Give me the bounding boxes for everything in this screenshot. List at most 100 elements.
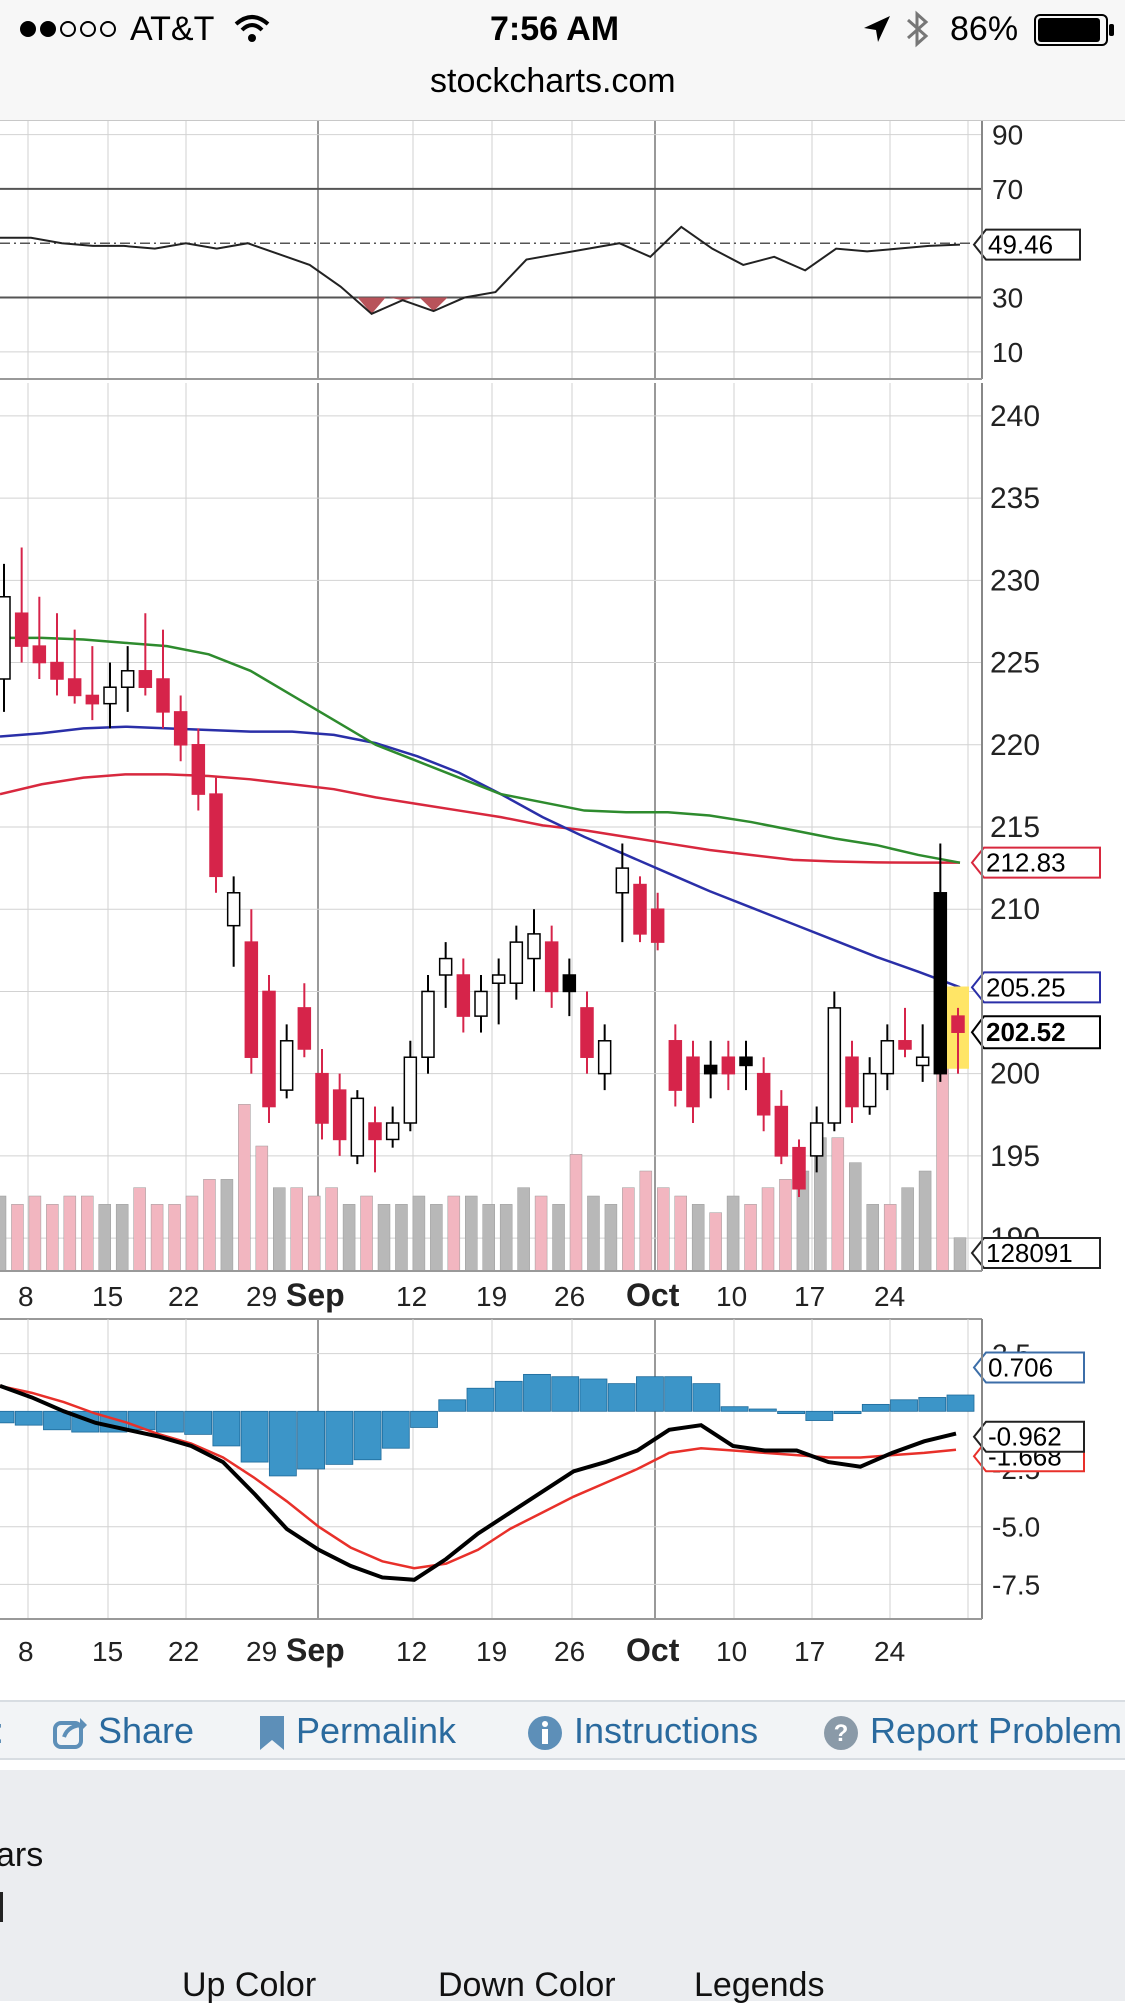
volume-bar-50 <box>866 1204 879 1272</box>
candle-body-27 <box>474 990 488 1017</box>
rsi-oversold-fill-12 <box>357 297 386 314</box>
toolbar-partial-item: : <box>0 1710 4 1752</box>
candle-body-23 <box>403 1056 418 1124</box>
wifi-icon <box>234 15 270 42</box>
price-tick-label: 220 <box>990 729 1040 762</box>
rsi-tick-label: 90 <box>992 121 1023 151</box>
candle-body-1 <box>14 612 29 647</box>
candle-body-18 <box>315 1072 329 1124</box>
candle-body-16 <box>279 1040 294 1091</box>
macd-histogram-bar-26 <box>720 1406 749 1412</box>
stock-chart[interactable]: 90 70 30 10 49.46 240 235 230 225 220 215 210 200 19… <box>0 121 1125 1700</box>
candle-body-46 <box>809 1122 824 1157</box>
macd-tick-label: -7.5 <box>992 1569 1040 1600</box>
macd-histogram-label-box <box>972 1351 1085 1384</box>
macd-histogram-bar-7 <box>184 1410 213 1435</box>
price-tick-label: 235 <box>990 482 1040 515</box>
volume-bar-41 <box>709 1212 722 1272</box>
date-tick-label: 10 <box>716 1636 747 1667</box>
share-label: Share <box>98 1710 195 1751</box>
macd-histogram-bar-24 <box>664 1376 693 1412</box>
candle-body-51 <box>898 1040 912 1050</box>
candle-body-11 <box>191 744 206 795</box>
permalink-button[interactable]: Permalink <box>258 1710 456 1752</box>
candle-body-41 <box>721 1056 736 1075</box>
macd-histogram-bar-8 <box>212 1410 241 1447</box>
price-tick-label: 210 <box>990 893 1040 926</box>
candle-body-12 <box>209 793 223 878</box>
candle-body-22 <box>385 1122 400 1141</box>
volume-bar-19 <box>325 1187 338 1272</box>
candle-body-10 <box>173 711 188 746</box>
price-tick-label: 225 <box>990 647 1040 680</box>
volume-bar-43 <box>744 1204 757 1272</box>
location-arrow-icon <box>864 16 890 42</box>
volume-bar-1 <box>11 1204 24 1272</box>
volume-bar-4 <box>63 1195 77 1272</box>
rsi-bg <box>0 121 982 379</box>
date-tick-label: 12 <box>396 1281 427 1312</box>
volume-bar-40 <box>691 1204 705 1272</box>
volume-bar-38 <box>657 1187 670 1272</box>
candle-body-44 <box>774 1105 789 1157</box>
macd-histogram-bar-2 <box>43 1410 71 1431</box>
report-problem-label: Report Problem <box>870 1710 1123 1751</box>
date-tick-label: 29 <box>246 1636 277 1667</box>
battery-percent: 86% <box>950 10 1019 48</box>
macd-value-label: -0.962 <box>988 1422 1062 1452</box>
volume-bar-31 <box>534 1195 548 1272</box>
volume-bar-24 <box>412 1195 426 1272</box>
volume-bar-27 <box>465 1195 478 1272</box>
report-problem-button[interactable]: ? Report Problem <box>822 1710 1122 1752</box>
volume-bar-13 <box>220 1179 234 1272</box>
settings-partial-label: ars <box>0 1836 44 1874</box>
chart-toolbar: : Share Permalink Instructions ? Report … <box>0 1700 1125 1760</box>
candle-body-54 <box>951 1015 965 1033</box>
volume-bar-51 <box>883 1204 897 1272</box>
volume-bar-3 <box>46 1204 59 1272</box>
moving-average-green <box>0 636 961 864</box>
permalink-label: Permalink <box>296 1710 457 1751</box>
volume-bar-35 <box>604 1204 618 1272</box>
volume-bar-0 <box>0 1195 7 1272</box>
instructions-button[interactable]: Instructions <box>526 1710 758 1752</box>
rsi-value-label: 49.46 <box>988 230 1053 260</box>
macd-histogram-bar-18 <box>494 1380 523 1412</box>
candle-body-38 <box>668 1040 683 1091</box>
candle-body-36 <box>633 883 647 935</box>
macd-histogram-bar-23 <box>636 1376 664 1412</box>
volume-bar-16 <box>273 1187 286 1272</box>
candle-body-24 <box>421 990 435 1058</box>
date-tick-label: 8 <box>18 1281 34 1312</box>
candle-body-30 <box>527 933 541 960</box>
rsi-tick-label: 30 <box>992 283 1023 314</box>
panel-divider <box>0 1892 3 1922</box>
macd-histogram-bar-1 <box>14 1410 43 1426</box>
volume-bar-2 <box>28 1195 42 1272</box>
candle-body-21 <box>368 1122 382 1141</box>
candle-body-0 <box>0 596 11 680</box>
volume-bar-28 <box>482 1204 495 1272</box>
volume-bar-37 <box>639 1170 653 1272</box>
rsi-line <box>0 225 961 315</box>
page-url[interactable]: stockcharts.com <box>430 62 676 100</box>
date-tick-label: 10 <box>716 1281 747 1312</box>
volume-bar-48 <box>831 1137 845 1272</box>
date-axis-bottom: 8 15 22 29 Sep 12 19 26 Oct 10 17 24 <box>18 1632 905 1668</box>
macd-histogram-bar-6 <box>156 1410 184 1433</box>
moving-average-red <box>0 773 960 864</box>
candle-body-5 <box>85 694 100 705</box>
volume-bar-42 <box>726 1195 740 1272</box>
rsi-oversold-fill-14 <box>419 297 448 312</box>
macd-histogram-bar-22 <box>607 1383 636 1412</box>
candle-body-17 <box>297 1007 312 1050</box>
date-tick-label: Oct <box>626 1632 680 1668</box>
volume-bar-11 <box>185 1195 199 1272</box>
price-tick-label: 195 <box>990 1140 1040 1173</box>
rsi-tick-label: 10 <box>992 337 1023 368</box>
volume-bar-23 <box>395 1204 408 1272</box>
share-button[interactable]: Share <box>52 1710 194 1752</box>
bluetooth-icon <box>907 10 929 48</box>
candle-body-47 <box>827 1007 842 1124</box>
candle-body-53 <box>933 892 948 1075</box>
